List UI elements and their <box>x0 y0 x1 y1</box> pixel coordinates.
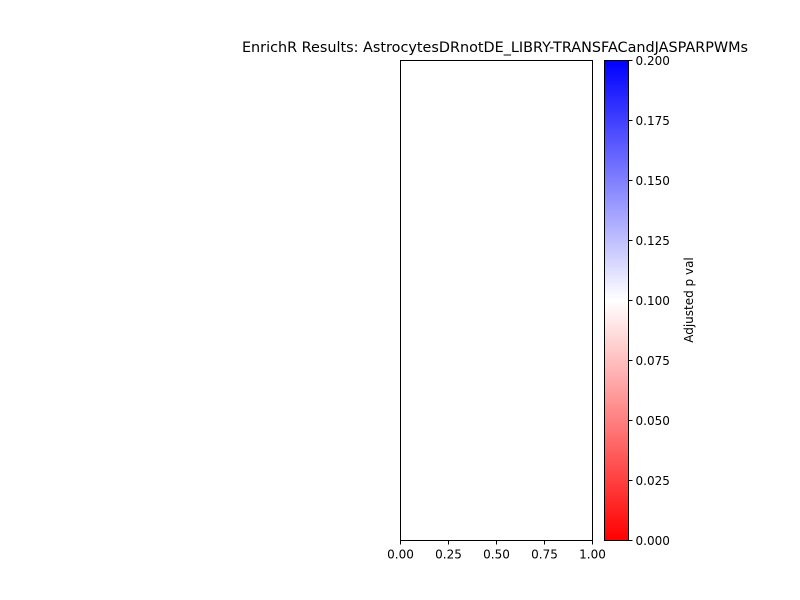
x-tick-label: 0.25 <box>435 548 462 562</box>
colorbar-gradient <box>604 60 629 541</box>
plot-area: 0.00 0.25 0.50 0.75 1.00 <box>387 60 606 562</box>
x-tick-label: 0.50 <box>483 548 510 562</box>
colorbar-tick-label: 0.050 <box>636 414 670 428</box>
colorbar-tick-label: 0.125 <box>636 234 670 248</box>
colorbar: 0.000 0.025 0.050 0.075 0.100 0.125 0.150 0.175… <box>604 54 696 548</box>
colorbar-label: Adjusted p val <box>682 257 696 343</box>
colorbar-tick-label: 0.000 <box>636 534 670 548</box>
colorbar-axis: 0.000 0.025 0.050 0.075 0.100 0.125 0.150 0.175… <box>628 54 670 548</box>
x-axis: 0.00 0.25 0.50 0.75 1.00 <box>387 540 606 562</box>
colorbar-tick-label: 0.200 <box>636 54 670 68</box>
chart-title: EnrichR Results: AstrocytesDRnotDE_LIBRY… <box>242 40 748 56</box>
colorbar-tick-label: 0.150 <box>636 174 670 188</box>
x-tick-label: 0.00 <box>387 548 414 562</box>
x-tick-label: 0.75 <box>531 548 558 562</box>
colorbar-tick-label: 0.075 <box>636 354 670 368</box>
colorbar-tick-label: 0.025 <box>636 474 670 488</box>
colorbar-tick-label: 0.175 <box>636 114 670 128</box>
x-tick-label: 1.00 <box>579 548 606 562</box>
plot-frame <box>400 60 593 541</box>
colorbar-tick-label: 0.100 <box>636 294 670 308</box>
